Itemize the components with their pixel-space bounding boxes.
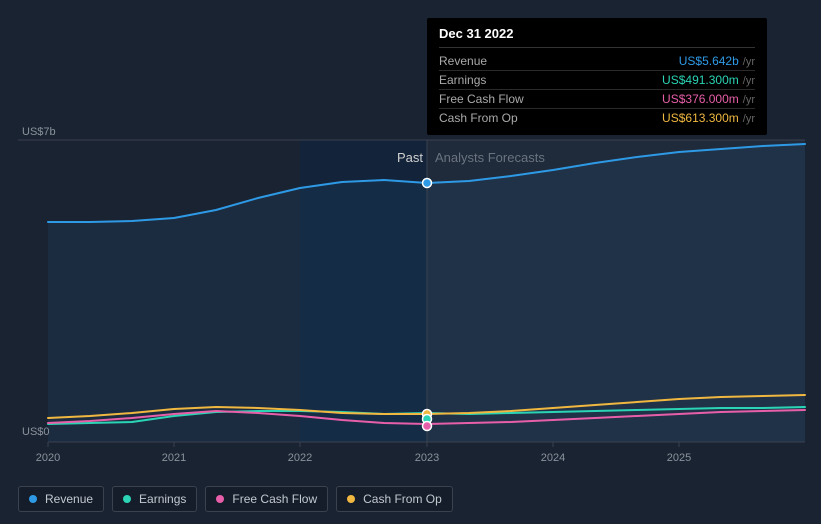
- x-tick-2021: 2021: [162, 452, 186, 464]
- legend-item-label: Earnings: [139, 492, 186, 506]
- financials-chart: US$7b US$0 2020 2021 2022 2023 2024 2025 Past…: [0, 0, 821, 524]
- chart-legend: Revenue Earnings Free Cash Flow Cash From O…: [18, 486, 453, 512]
- legend-item-earnings[interactable]: Earnings: [112, 486, 197, 512]
- y-tick-max: US$7b: [22, 126, 56, 138]
- legend-item-label: Cash From Op: [363, 492, 442, 506]
- tooltip-row: EarningsUS$491.300m/yr: [439, 71, 755, 90]
- legend-dot-icon: [123, 495, 131, 503]
- x-tick-2022: 2022: [288, 452, 312, 464]
- tooltip-row-value: US$5.642b/yr: [679, 54, 755, 68]
- tooltip-row: RevenueUS$5.642b/yr: [439, 52, 755, 71]
- tooltip-row-label: Free Cash Flow: [439, 92, 662, 106]
- tooltip-row-label: Cash From Op: [439, 111, 662, 125]
- past-section-label: Past: [397, 150, 423, 165]
- legend-dot-icon: [347, 495, 355, 503]
- forecast-section-label: Analysts Forecasts: [435, 150, 545, 165]
- tooltip-row: Free Cash FlowUS$376.000m/yr: [439, 90, 755, 109]
- legend-item-label: Revenue: [45, 492, 93, 506]
- tooltip-row-value: US$491.300m/yr: [662, 73, 755, 87]
- tooltip-date: Dec 31 2022: [439, 26, 755, 48]
- legend-item-cash-from-op[interactable]: Cash From Op: [336, 486, 453, 512]
- tooltip-row-label: Earnings: [439, 73, 662, 87]
- legend-item-revenue[interactable]: Revenue: [18, 486, 104, 512]
- legend-item-label: Free Cash Flow: [232, 492, 317, 506]
- tooltip-row-value: US$376.000m/yr: [662, 92, 755, 106]
- x-tick-2025: 2025: [667, 452, 691, 464]
- x-tick-2020: 2020: [36, 452, 60, 464]
- legend-dot-icon: [29, 495, 37, 503]
- tooltip-row-label: Revenue: [439, 54, 679, 68]
- x-tick-2023: 2023: [415, 452, 439, 464]
- y-tick-min: US$0: [22, 426, 50, 438]
- x-tick-2024: 2024: [541, 452, 565, 464]
- chart-tooltip: Dec 31 2022 RevenueUS$5.642b/yrEarningsU…: [427, 18, 767, 135]
- tooltip-row-value: US$613.300m/yr: [662, 111, 755, 125]
- legend-dot-icon: [216, 495, 224, 503]
- legend-item-free-cash-flow[interactable]: Free Cash Flow: [205, 486, 328, 512]
- tooltip-row: Cash From OpUS$613.300m/yr: [439, 109, 755, 127]
